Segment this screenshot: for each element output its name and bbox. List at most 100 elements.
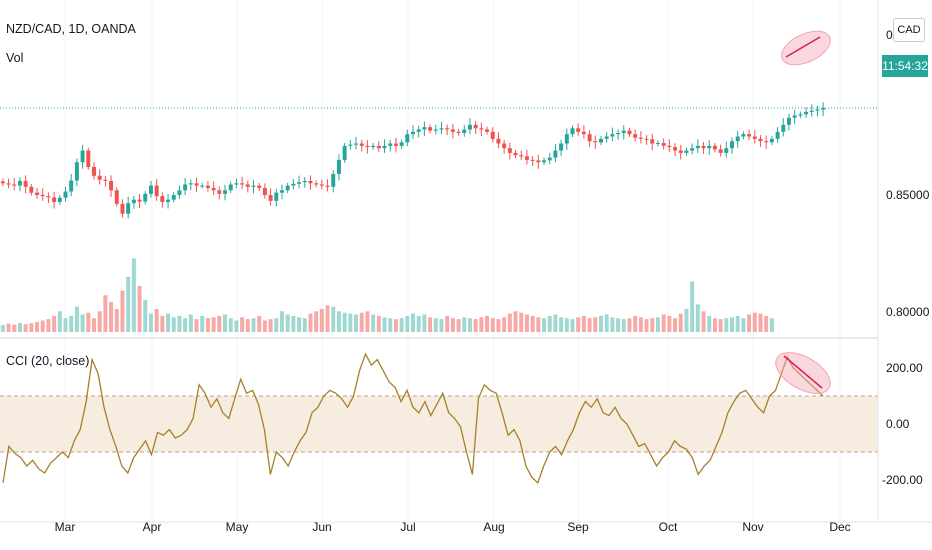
candle-body bbox=[673, 147, 678, 151]
currency-button[interactable]: CAD bbox=[893, 18, 925, 42]
volume-bar bbox=[587, 318, 592, 332]
volume-bar bbox=[718, 319, 723, 332]
volume-bar bbox=[29, 323, 34, 332]
candle-body bbox=[690, 148, 695, 151]
cci-line bbox=[2, 352, 824, 484]
volume-bar bbox=[376, 315, 381, 332]
candle-body bbox=[52, 197, 57, 203]
candle-body bbox=[154, 185, 159, 197]
x-tick-label: Dec bbox=[829, 520, 850, 534]
volume-bar bbox=[542, 318, 547, 332]
cci-highlight-annotation bbox=[775, 352, 831, 394]
volume-bar bbox=[593, 317, 598, 332]
volume-bar bbox=[724, 318, 729, 332]
candle-body bbox=[547, 157, 552, 161]
candle-body bbox=[479, 128, 484, 130]
volume-bar bbox=[148, 313, 153, 332]
candle-body bbox=[91, 166, 96, 176]
candle-body bbox=[262, 187, 267, 195]
volume-bar bbox=[131, 258, 136, 332]
countdown-badge: 11:54:32 bbox=[882, 55, 928, 77]
candle-body bbox=[781, 124, 786, 132]
volume-bar bbox=[473, 319, 478, 332]
candle-body bbox=[695, 145, 700, 149]
volume-bar bbox=[331, 306, 336, 332]
volume-bar bbox=[564, 318, 569, 332]
candle-body bbox=[143, 193, 148, 202]
volume-bar bbox=[411, 313, 415, 332]
candle-body bbox=[359, 143, 364, 146]
volume-bar bbox=[428, 317, 433, 332]
candle-body bbox=[598, 138, 603, 143]
cci-indicator-label[interactable]: CCI (20, close) bbox=[6, 354, 90, 368]
candle-body bbox=[650, 139, 655, 144]
candle-body bbox=[29, 186, 34, 193]
volume-bar bbox=[52, 315, 57, 332]
candle-body bbox=[365, 145, 370, 148]
candle-body bbox=[63, 191, 68, 198]
volume-bar bbox=[325, 305, 330, 332]
candle-body bbox=[724, 148, 729, 153]
volume-bar bbox=[359, 312, 364, 332]
candle-body bbox=[627, 130, 632, 135]
candle-body bbox=[576, 128, 581, 132]
candle-body bbox=[524, 156, 529, 160]
candle-body bbox=[223, 190, 228, 194]
candle-body bbox=[291, 183, 296, 186]
volume-bar bbox=[63, 318, 68, 332]
cci-tick-label: 200.00 bbox=[886, 361, 923, 375]
volume-bar bbox=[23, 324, 28, 332]
candle-body bbox=[712, 145, 717, 150]
volume-bar bbox=[439, 319, 444, 332]
candle-body bbox=[604, 136, 609, 139]
candle-body bbox=[120, 203, 125, 214]
volume-bar bbox=[747, 314, 752, 332]
candle-body bbox=[160, 196, 165, 203]
volume-bar bbox=[519, 312, 524, 332]
candle-body bbox=[35, 192, 40, 195]
cci-axis-labels: 200.00 0.00 -200.00 bbox=[882, 361, 923, 487]
x-tick-label: May bbox=[226, 520, 249, 534]
volume-bar bbox=[576, 317, 581, 332]
candle-body bbox=[114, 190, 119, 204]
volume-bar bbox=[336, 311, 341, 332]
volume-bar bbox=[205, 318, 210, 332]
volume-indicator-label[interactable]: Vol bbox=[6, 51, 24, 65]
candle-body bbox=[257, 185, 262, 188]
candle-body bbox=[131, 199, 136, 204]
volume-bar bbox=[445, 315, 450, 332]
candle-body bbox=[240, 183, 245, 185]
price-trend-annotation bbox=[785, 36, 821, 58]
volume-bar bbox=[74, 306, 79, 332]
volume-bar bbox=[365, 311, 370, 332]
volume-bar bbox=[211, 317, 216, 332]
volume-bar bbox=[126, 276, 131, 332]
candle-body bbox=[194, 183, 199, 186]
volume-bar bbox=[690, 281, 695, 332]
candle-body bbox=[633, 134, 638, 138]
volume-bar bbox=[188, 314, 193, 332]
volume-bar bbox=[667, 315, 672, 332]
candle-body bbox=[325, 185, 330, 187]
candle-body bbox=[485, 129, 490, 132]
volume-bar bbox=[616, 318, 621, 332]
candle-body bbox=[319, 184, 324, 186]
candle-body bbox=[450, 129, 455, 132]
candle-body bbox=[439, 128, 444, 130]
candle-body bbox=[109, 180, 114, 191]
candle-body bbox=[405, 134, 410, 143]
candle-body bbox=[587, 134, 592, 142]
candle-body bbox=[314, 183, 319, 185]
candle-body bbox=[177, 190, 182, 195]
candle-body bbox=[490, 131, 495, 139]
candle-body bbox=[371, 145, 376, 148]
symbol-title[interactable]: NZD/CAD, 1D, OANDA bbox=[6, 22, 136, 36]
volume-bar bbox=[712, 318, 717, 332]
volume-bar bbox=[279, 311, 284, 332]
candle-body bbox=[638, 137, 643, 139]
volume-bar bbox=[257, 315, 262, 332]
volume-bar bbox=[513, 311, 518, 332]
candle-body bbox=[302, 180, 307, 183]
price-tick-label: 0.80000 bbox=[886, 305, 930, 319]
